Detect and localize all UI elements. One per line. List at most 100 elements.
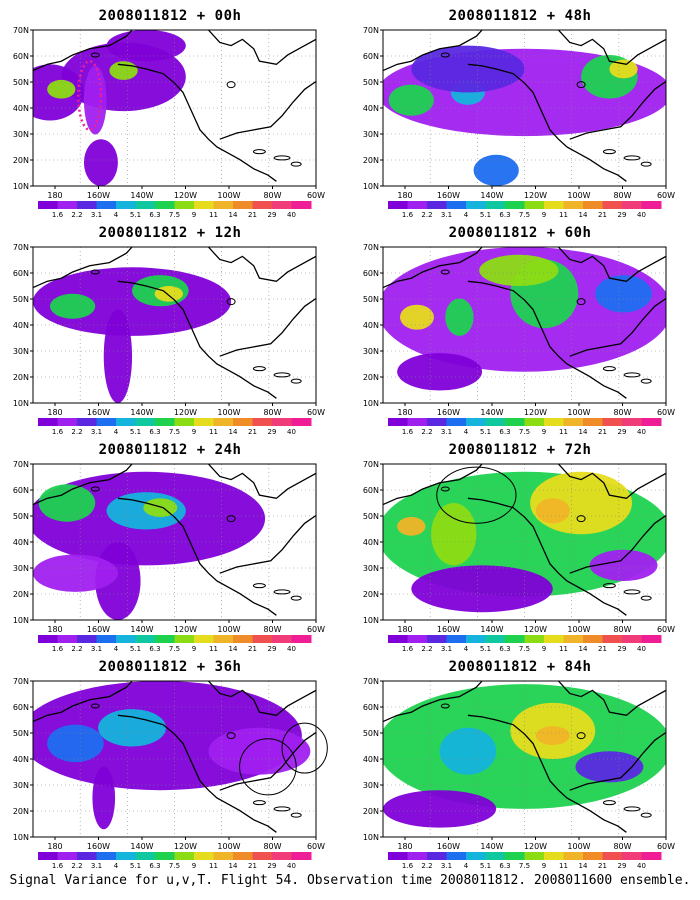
coastline [33, 247, 316, 399]
colorbar-swatch [583, 201, 603, 209]
panel-title: 2008011812 + 00h [98, 8, 242, 24]
variance-contour [397, 353, 483, 391]
colorbar-label: 9 [192, 211, 196, 219]
highlight-outline [436, 466, 517, 524]
lat-label: 70N [13, 460, 29, 469]
colorbar-swatch [213, 635, 234, 643]
lon-label: 100W [217, 842, 240, 851]
lon-label: 60W [657, 408, 675, 417]
colorbar-swatch [135, 635, 156, 643]
coastline [33, 681, 316, 833]
colorbar-label: 7.5 [169, 428, 180, 436]
colorbar-swatch [57, 201, 78, 209]
lon-label: 60W [657, 842, 675, 851]
colorbar-label: 7.5 [519, 645, 530, 653]
colorbar: 1.6 2.2 3.1 4 5.1 6.3 7.5 9 11 14 21 29 40 [38, 201, 312, 219]
colorbar-swatch [194, 852, 214, 860]
variance-contour [47, 79, 76, 99]
coastline [383, 464, 666, 616]
lon-label: 100W [567, 191, 590, 200]
coastline [383, 681, 666, 833]
colorbar-swatch [194, 635, 214, 643]
colorbar: 1.6 2.2 3.1 4 5.1 6.3 7.5 9 11 14 21 29 40 [388, 418, 662, 436]
colorbar-swatch [135, 418, 156, 426]
variance-contour [399, 304, 434, 330]
lon-label: 60W [657, 191, 675, 200]
colorbar-label: 40 [637, 645, 646, 653]
lat-label: 20N [363, 807, 379, 816]
lon-label: 60W [307, 191, 325, 200]
colorbar-label: 1.6 [52, 428, 64, 436]
lon-label: 100W [567, 408, 590, 417]
colorbar-swatch [407, 635, 428, 643]
lon-label: 140W [480, 408, 503, 417]
colorbar-label: 21 [598, 645, 607, 653]
colorbar-label: 21 [248, 862, 257, 870]
colorbar-swatch [505, 852, 525, 860]
map-panel-12h: 2008011812 + 12h 70N 60N 50N 40N 30N 20N 10N 18… [0, 225, 340, 443]
highlight-outline [77, 59, 103, 132]
colorbar-label: 4 [114, 862, 119, 870]
lat-label: 30N [363, 347, 379, 356]
colorbar-swatch [174, 852, 195, 860]
colorbar-label: 29 [618, 428, 627, 436]
lat-label: 10N [363, 833, 379, 842]
lon-label: 80W [613, 408, 631, 417]
colorbar-label: 5.1 [480, 645, 491, 653]
colorbar-swatch [96, 418, 117, 426]
lat-label: 60N [13, 269, 29, 278]
colorbar-swatch [485, 201, 506, 209]
colorbar-label: 6.3 [149, 862, 160, 870]
colorbar-label: 40 [287, 211, 296, 219]
colorbar-swatch [213, 201, 234, 209]
lat-label: 10N [13, 399, 29, 408]
colorbar-swatch [544, 201, 564, 209]
coastline [383, 247, 666, 399]
field-map: 70N 60N 50N 40N 30N 20N 10N 180 160W 140W 120W 100W… [363, 243, 675, 436]
lon-label: 180 [397, 191, 412, 200]
lon-label: 180 [47, 842, 62, 851]
colorbar-swatch [57, 635, 78, 643]
colorbar-swatch [563, 201, 584, 209]
colorbar-label: 5.1 [130, 211, 141, 219]
colorbar-swatch [194, 201, 214, 209]
colorbar-label: 2.2 [71, 645, 82, 653]
colorbar-swatch [641, 635, 662, 643]
variance-field [33, 247, 316, 403]
colorbar-swatch [252, 201, 273, 209]
map-panel-24h: 2008011812 + 24h 70N 60N 50N 40N 30N 20N 10N 18… [0, 442, 340, 660]
colorbar-swatch [213, 418, 234, 426]
variance-contour [535, 498, 570, 524]
lat-label: 30N [13, 564, 29, 573]
colorbar-label: 14 [579, 862, 588, 870]
colorbar-swatch [233, 418, 253, 426]
colorbar-swatch [505, 635, 525, 643]
colorbar-label: 21 [598, 211, 607, 219]
colorbar-swatch [622, 635, 642, 643]
lat-label: 70N [13, 243, 29, 252]
colorbar-swatch [427, 418, 447, 426]
colorbar-swatch [524, 635, 545, 643]
colorbar-label: 11 [209, 862, 218, 870]
colorbar-swatch [583, 852, 603, 860]
lon-label: 160W [87, 408, 110, 417]
colorbar-swatch [563, 852, 584, 860]
colorbar-label: 5.1 [480, 862, 491, 870]
variance-contour [575, 751, 644, 783]
colorbar-label: 29 [618, 645, 627, 653]
colorbar-swatch [622, 852, 642, 860]
colorbar-swatch [388, 635, 408, 643]
lon-label: 180 [397, 842, 412, 851]
colorbar-swatch [233, 635, 253, 643]
lon-label: 180 [47, 191, 62, 200]
lat-label: 60N [363, 52, 379, 61]
colorbar-label: 2.2 [71, 428, 82, 436]
colorbar-swatch [563, 418, 584, 426]
colorbar-swatch [622, 418, 642, 426]
colorbar-swatch [96, 635, 117, 643]
variance-contour [589, 549, 658, 581]
colorbar-label: 29 [268, 862, 277, 870]
lat-label: 40N [13, 538, 29, 547]
lon-label: 120W [524, 191, 547, 200]
colorbar-label: 14 [229, 428, 238, 436]
